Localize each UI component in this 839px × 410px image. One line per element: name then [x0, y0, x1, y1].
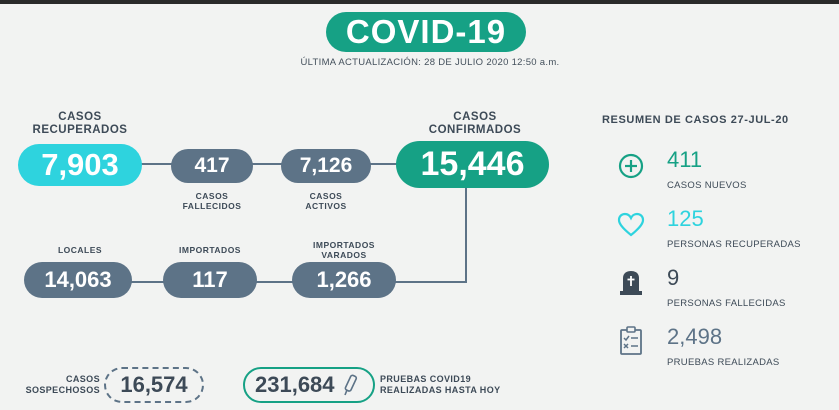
importados-value: 117 [163, 262, 257, 298]
recuperados-label: CASOS RECUPERADOS [32, 111, 128, 136]
test-swab-icon [343, 374, 357, 396]
confirmados-label: CASOS CONFIRMADOS [428, 111, 522, 136]
summary-label: PERSONAS FALLECIDAS [667, 298, 786, 309]
varados-value: 1,266 [292, 262, 396, 298]
recuperados-value: 7,903 [18, 144, 142, 186]
tombstone-icon [620, 271, 642, 295]
connector-line [465, 185, 467, 282]
pruebas-value: 231,684 [255, 372, 335, 397]
summary-value: 125 [667, 206, 704, 231]
page-title: COVID-19 [326, 12, 526, 52]
last-update-text: ÚLTIMA ACTUALIZACIÓN: 28 DE JULIO 2020 1… [300, 57, 560, 68]
plus-circle-icon [618, 153, 644, 179]
pruebas-box: 231,684 [243, 367, 375, 403]
summary-label: PRUEBAS REALIZADAS [667, 357, 780, 368]
summary-label: CASOS NUEVOS [667, 180, 747, 191]
summary-value: 411 [667, 147, 703, 172]
connector-line [140, 163, 400, 165]
sospechosos-label: CASOS SOSPECHOSOS [25, 374, 100, 395]
varados-label: IMPORTADOS VARADOS [313, 240, 375, 260]
importados-label: IMPORTADOS [179, 245, 241, 255]
top-border [0, 0, 839, 4]
summary-value: 9 [667, 265, 680, 290]
summary-label: PERSONAS RECUPERADAS [667, 239, 801, 250]
confirmados-value: 15,446 [396, 141, 549, 188]
sospechosos-value: 16,574 [104, 367, 204, 403]
heart-icon [617, 212, 645, 237]
pruebas-label: PRUEBAS COVID19 REALIZADAS HASTA HOY [380, 374, 501, 395]
fallecidos-value: 417 [171, 149, 253, 183]
activos-value: 7,126 [281, 149, 371, 183]
activos-label: CASOS ACTIVOS [305, 191, 347, 211]
summary-value: 2,498 [667, 324, 723, 349]
locales-value: 14,063 [24, 262, 132, 298]
fallecidos-label: CASOS FALLECIDOS [182, 191, 242, 211]
locales-label: LOCALES [57, 245, 103, 255]
clipboard-check-icon [620, 326, 642, 355]
summary-title: RESUMEN DE CASOS 27-JUL-20 [602, 114, 789, 126]
